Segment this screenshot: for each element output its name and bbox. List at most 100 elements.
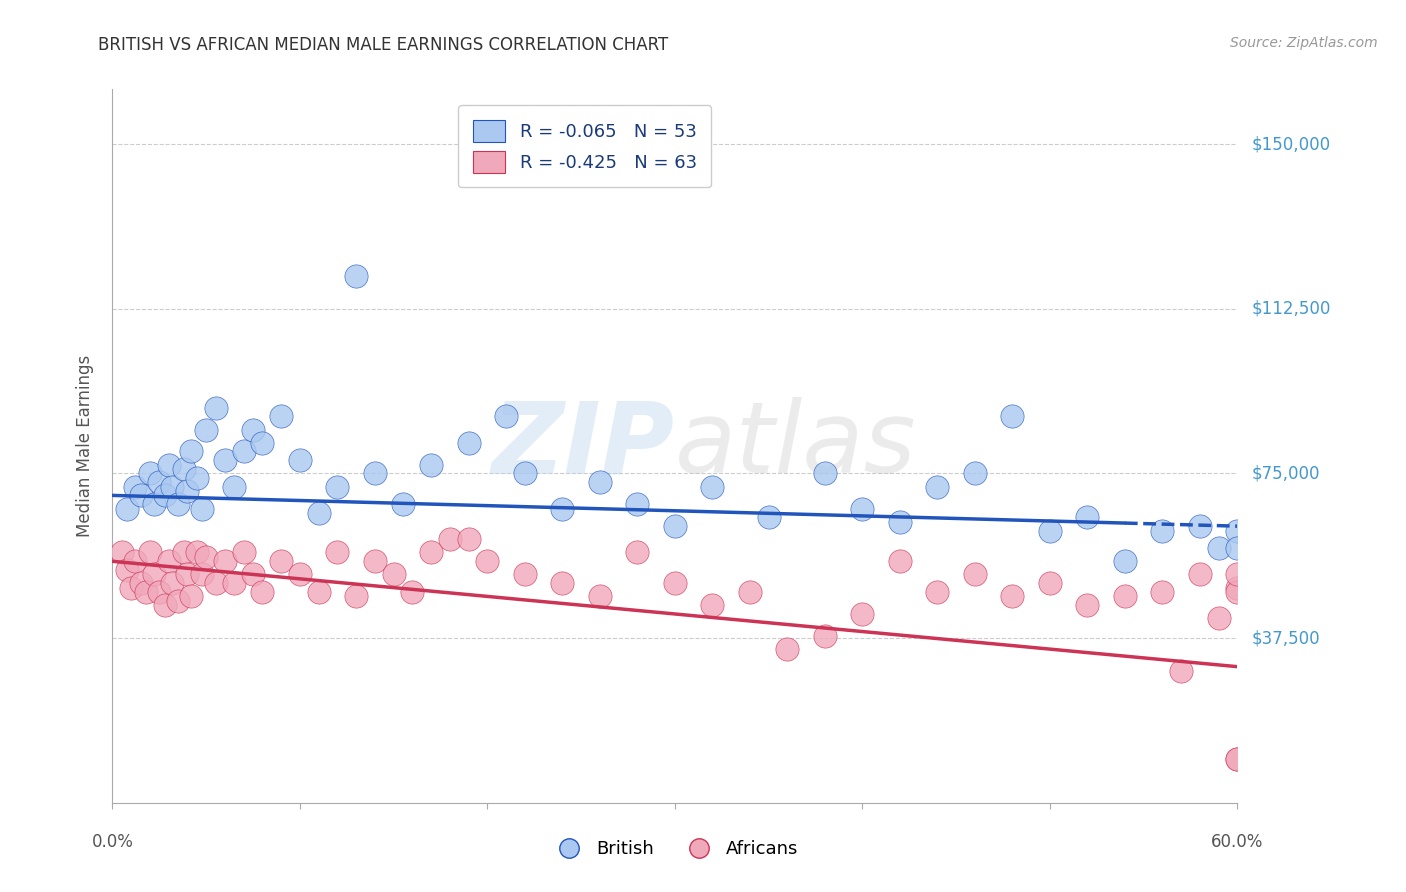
Text: 0.0%: 0.0% [91, 833, 134, 851]
Point [153, 488, 176, 502]
Point [401, 585, 423, 599]
Point [963, 567, 986, 582]
Point [439, 533, 461, 547]
Point [344, 590, 367, 604]
Point [173, 462, 195, 476]
Point [232, 545, 254, 559]
Point [814, 467, 837, 481]
Point [1114, 590, 1136, 604]
Point [814, 629, 837, 643]
Point [664, 519, 686, 533]
Point [204, 401, 226, 415]
Point [1188, 567, 1211, 582]
Point [1226, 541, 1249, 555]
Point [157, 458, 180, 472]
Point [242, 423, 264, 437]
Point [344, 268, 367, 283]
Text: 60.0%: 60.0% [1211, 833, 1264, 851]
Point [148, 585, 170, 599]
Point [927, 480, 949, 494]
Point [364, 467, 387, 481]
Point [111, 545, 134, 559]
Text: $112,500: $112,500 [1251, 300, 1330, 318]
Point [1152, 585, 1174, 599]
Point [124, 480, 146, 494]
Point [191, 501, 214, 516]
Point [551, 576, 574, 591]
Y-axis label: Median Male Earnings: Median Male Earnings [76, 355, 94, 537]
Text: $37,500: $37,500 [1251, 629, 1320, 647]
Point [117, 563, 139, 577]
Point [1076, 598, 1098, 612]
Point [1226, 581, 1249, 595]
Point [129, 488, 152, 502]
Point [382, 567, 405, 582]
Point [1226, 585, 1249, 599]
Point [551, 501, 574, 516]
Point [214, 554, 236, 568]
Point [173, 545, 195, 559]
Point [191, 567, 214, 582]
Point [927, 585, 949, 599]
Point [1076, 510, 1098, 524]
Point [180, 590, 202, 604]
Point [204, 576, 226, 591]
Point [124, 554, 146, 568]
Point [851, 501, 873, 516]
Legend: British, Africans: British, Africans [544, 833, 806, 865]
Point [477, 554, 499, 568]
Point [364, 554, 387, 568]
Point [702, 598, 724, 612]
Point [214, 453, 236, 467]
Point [186, 545, 208, 559]
Point [702, 480, 724, 494]
Point [626, 545, 648, 559]
Point [420, 545, 443, 559]
Point [420, 458, 443, 472]
Point [513, 567, 536, 582]
Point [1208, 611, 1230, 625]
Text: $75,000: $75,000 [1251, 465, 1320, 483]
Point [167, 594, 190, 608]
Point [176, 567, 198, 582]
Point [626, 497, 648, 511]
Point [195, 423, 218, 437]
Point [776, 642, 799, 657]
Point [963, 467, 986, 481]
Point [1001, 590, 1024, 604]
Point [308, 506, 330, 520]
Point [851, 607, 873, 621]
Point [232, 444, 254, 458]
Point [142, 567, 165, 582]
Point [738, 585, 761, 599]
Point [1170, 664, 1192, 678]
Point [1001, 409, 1024, 424]
Point [326, 480, 349, 494]
Point [153, 598, 176, 612]
Point [139, 467, 162, 481]
Point [242, 567, 264, 582]
Point [167, 497, 190, 511]
Point [148, 475, 170, 490]
Point [129, 576, 152, 591]
Point [1226, 567, 1249, 582]
Point [135, 585, 157, 599]
Point [1039, 576, 1062, 591]
Point [589, 475, 612, 490]
Point [252, 435, 274, 450]
Point [162, 576, 184, 591]
Point [224, 480, 246, 494]
Point [1226, 524, 1249, 538]
Point [142, 497, 165, 511]
Point [589, 590, 612, 604]
Point [180, 444, 202, 458]
Point [308, 585, 330, 599]
Point [1208, 541, 1230, 555]
Point [457, 533, 479, 547]
Point [288, 567, 311, 582]
Point [495, 409, 517, 424]
Point [186, 471, 208, 485]
Point [457, 435, 479, 450]
Point [1114, 554, 1136, 568]
Point [288, 453, 311, 467]
